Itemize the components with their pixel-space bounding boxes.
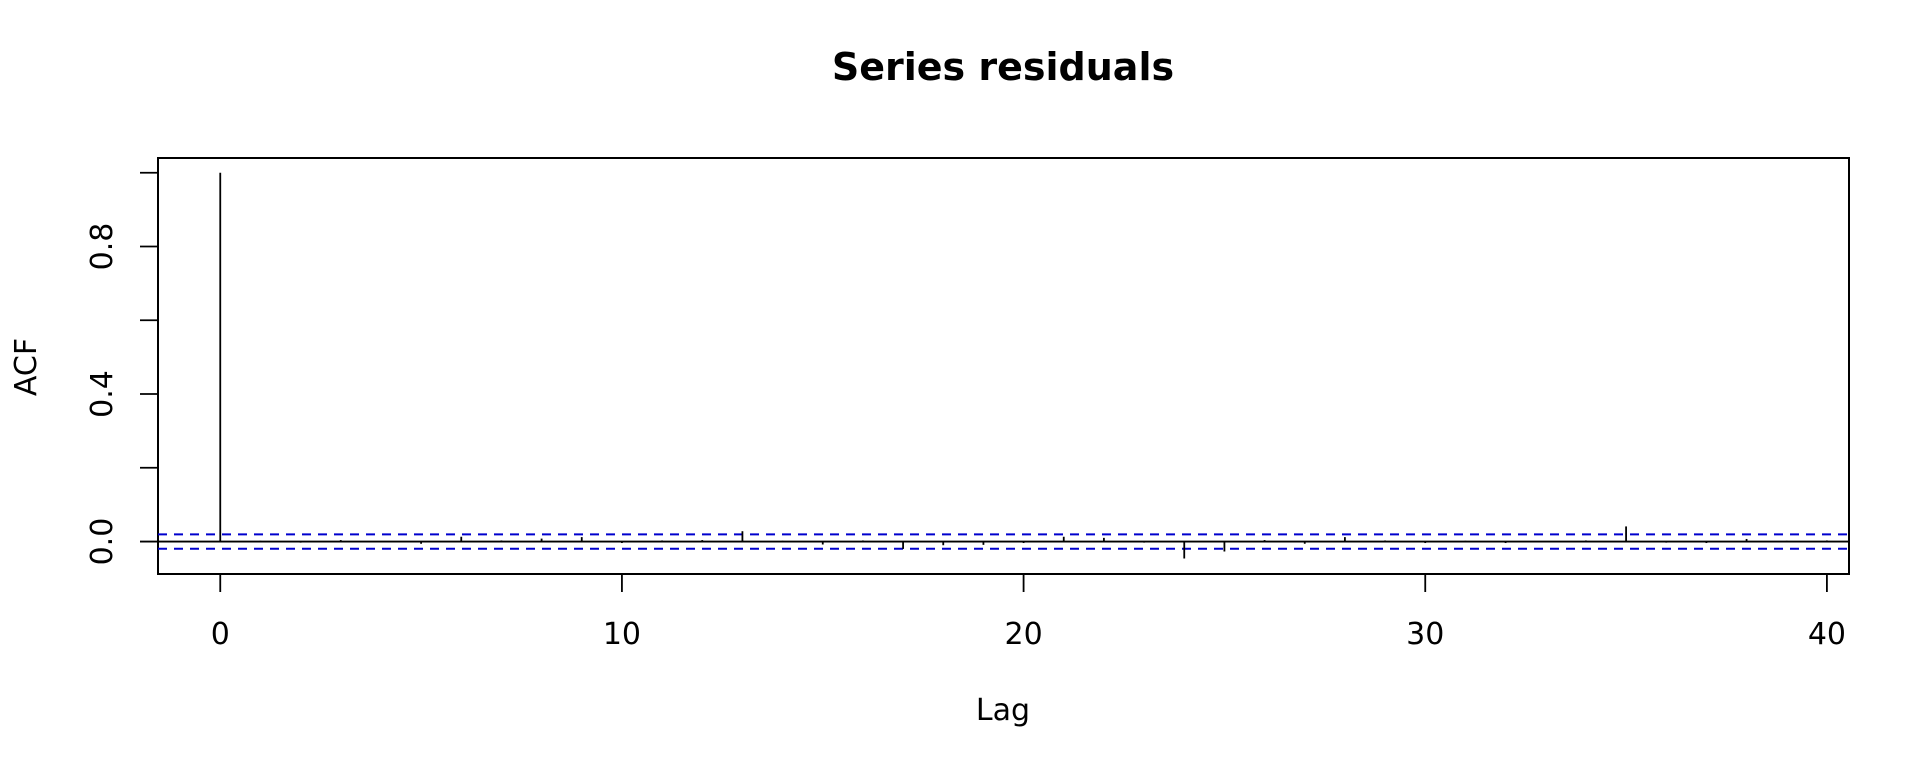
- x-tick-label-30: 30: [1406, 617, 1444, 652]
- y-tick-label-4: 0.8: [85, 223, 120, 271]
- y-axis-label: ACF: [9, 338, 44, 396]
- x-axis-label: Lag: [976, 693, 1030, 728]
- chart-title: Series residuals: [832, 45, 1174, 89]
- y-tick-label-0: 0.0: [85, 518, 120, 566]
- plot-area: 0 10 20 30 40 0.0 0.4 0.8: [85, 157, 1850, 652]
- x-tick-label-0: 0: [211, 617, 230, 652]
- plot-frame: [157, 157, 1850, 575]
- x-tick-label-10: 10: [603, 617, 641, 652]
- x-tick-label-40: 40: [1808, 617, 1846, 652]
- y-tick-label-2: 0.4: [85, 370, 120, 418]
- x-tick-label-20: 20: [1004, 617, 1042, 652]
